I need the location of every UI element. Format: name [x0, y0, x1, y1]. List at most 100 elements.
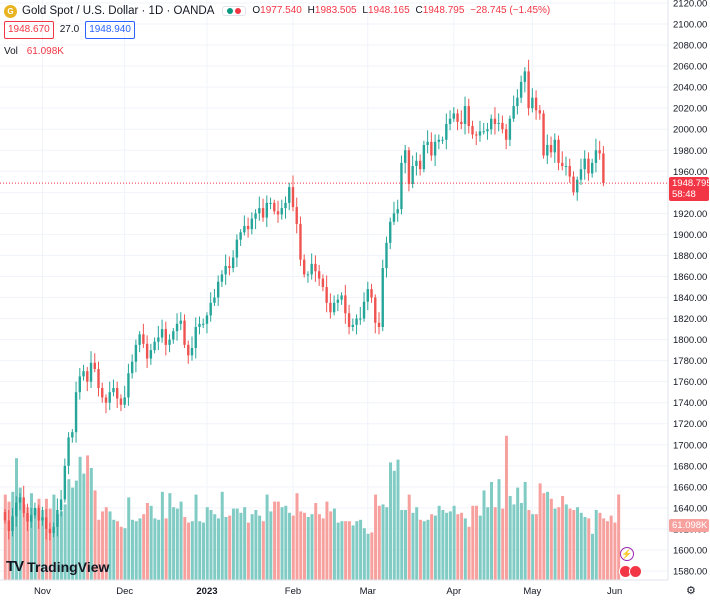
candle-body — [332, 302, 336, 313]
candle-body — [78, 376, 81, 393]
volume-bar — [344, 521, 348, 580]
candle-body — [18, 497, 22, 503]
candle-body — [389, 221, 392, 243]
volume-bar — [97, 519, 101, 580]
candle-body — [325, 287, 328, 303]
volume-bar — [93, 490, 97, 580]
candle-body — [291, 187, 295, 208]
time-tick-label: Dec — [116, 586, 133, 597]
candle-body — [564, 166, 568, 168]
candle-body — [116, 387, 119, 399]
candle-body — [317, 271, 321, 279]
volume-bar — [145, 503, 149, 580]
volume-bar — [299, 511, 303, 580]
candle-body — [254, 213, 257, 219]
volume-bar — [190, 521, 194, 580]
volume-bar — [198, 521, 202, 580]
volume-bar — [59, 511, 63, 580]
volume-bar — [291, 515, 295, 580]
volume-bar — [153, 518, 157, 580]
symbol-title[interactable]: Gold Spot / U.S. Dollar · 1D · OANDA — [22, 5, 215, 17]
us-flag-icon[interactable] — [629, 565, 642, 578]
volume-bar — [370, 532, 374, 580]
volume-bar — [594, 510, 598, 580]
volume-bar — [523, 482, 527, 580]
volume-bar — [127, 497, 131, 580]
volume-bar — [202, 522, 206, 580]
volume-bar — [74, 480, 78, 580]
volume-bar — [336, 522, 340, 580]
volume-bar — [471, 505, 475, 580]
tradingview-logo[interactable]: TV TradingView — [6, 558, 110, 575]
gear-icon[interactable]: ⚙ — [686, 585, 696, 597]
candle-body — [519, 81, 523, 98]
volume-bar — [179, 501, 183, 580]
time-tick-label: 2023 — [196, 586, 217, 597]
price-tick-label: 2040.00 — [673, 83, 707, 94]
volume-bar — [41, 510, 45, 580]
volume-bar — [407, 494, 411, 580]
price-tick-label: 1840.00 — [673, 293, 707, 304]
volume-bar — [325, 501, 329, 580]
candle-body — [516, 97, 519, 107]
candle-body — [59, 499, 63, 510]
market-status-icon[interactable] — [222, 6, 247, 16]
volume-bar — [187, 522, 191, 580]
volume-bar — [183, 517, 187, 580]
volume-bar — [112, 519, 116, 580]
volume-bar — [119, 526, 123, 580]
candle-body — [441, 139, 444, 141]
volume-bar — [108, 511, 112, 580]
candle-body — [583, 158, 586, 170]
candle-body — [400, 162, 403, 210]
candle-body — [123, 397, 126, 405]
volume-bar — [460, 512, 464, 580]
volume-bar — [276, 501, 280, 580]
volume-bar — [235, 508, 239, 580]
volume-bar — [123, 528, 127, 580]
candle-body — [231, 257, 235, 269]
candle-body — [127, 373, 130, 398]
volume-bar — [437, 505, 441, 580]
candle-body — [579, 169, 583, 180]
volume-bar — [389, 462, 393, 580]
volume-bar — [493, 507, 497, 580]
time-axis[interactable]: Nov Dec 2023 Feb Mar Apr May Jun — [34, 586, 622, 597]
last-price-tag: 1948.795 58:48 — [669, 177, 710, 201]
gold-coin-icon[interactable]: G — [4, 4, 17, 18]
price-tick-label: 1660.00 — [673, 482, 707, 493]
buy-button[interactable]: 1948.940 — [85, 21, 135, 39]
volume-bar — [224, 517, 228, 580]
grid-lines — [0, 0, 668, 580]
volume-bar — [546, 491, 550, 580]
volume-bar — [512, 504, 516, 580]
volume-bar — [516, 487, 520, 580]
volume-bar — [138, 518, 142, 580]
volume-bar — [497, 479, 501, 580]
volume-bar — [48, 508, 52, 580]
price-tick-label: 2080.00 — [673, 41, 707, 52]
volume-bar — [452, 505, 456, 580]
lightning-icon[interactable]: ⚡ — [620, 547, 634, 561]
candle-body — [269, 202, 272, 204]
candle-body — [108, 392, 111, 403]
volume-bar — [67, 479, 71, 580]
volume-bar — [317, 514, 321, 580]
volume-label[interactable]: Vol — [4, 46, 18, 57]
candle-body — [3, 512, 7, 521]
volume-bar — [553, 508, 557, 580]
candle-body — [475, 134, 478, 136]
candle-body — [202, 323, 205, 325]
volume-bar — [314, 503, 318, 580]
candle-body — [482, 131, 485, 133]
candle-body — [295, 207, 298, 224]
volume-bar — [422, 521, 426, 580]
price-axis[interactable]: 1580.001600.001620.001640.001660.001680.… — [673, 0, 707, 578]
candle-body — [576, 179, 579, 193]
candle-body — [478, 131, 482, 136]
sell-button[interactable]: 1948.670 — [4, 21, 54, 39]
candle-body — [104, 397, 108, 403]
spread-value: 27.0 — [59, 24, 80, 35]
candle-body — [452, 113, 455, 119]
